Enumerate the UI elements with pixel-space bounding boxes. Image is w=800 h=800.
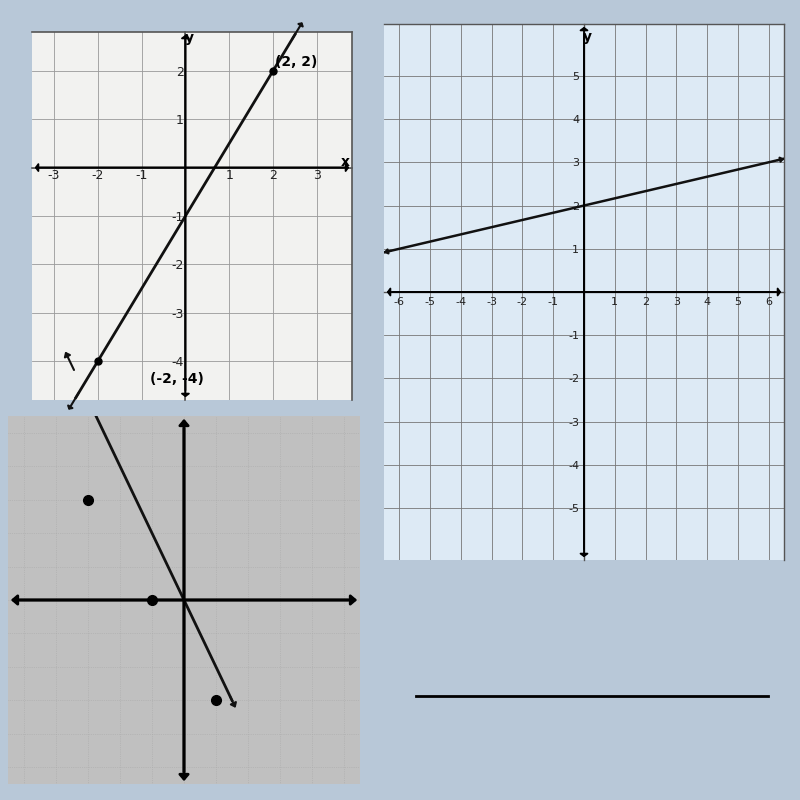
Text: (-2, -4): (-2, -4) — [150, 372, 204, 386]
Text: (2, 2): (2, 2) — [275, 55, 318, 69]
Text: x: x — [341, 154, 350, 169]
Text: y: y — [583, 30, 592, 44]
Text: y: y — [186, 30, 194, 45]
